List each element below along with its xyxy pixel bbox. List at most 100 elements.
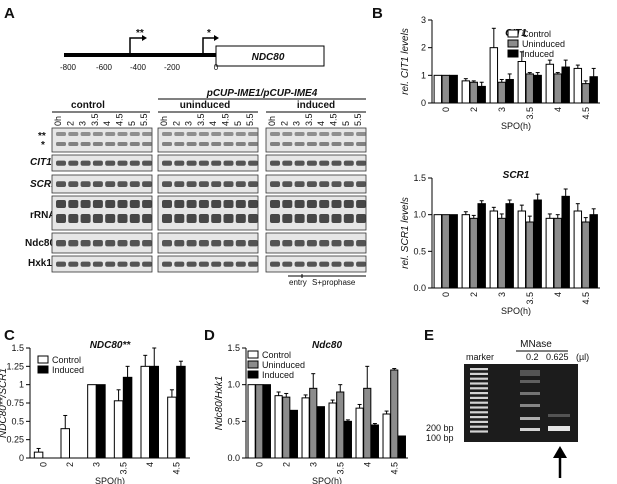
blot-band xyxy=(294,142,305,146)
chart-b1: CIT10123rel. CIT1 levels0233.544.5SPO(h)… xyxy=(400,15,600,131)
blot-band xyxy=(331,240,342,247)
blot-band xyxy=(92,200,103,208)
bar xyxy=(449,214,458,289)
blot-band xyxy=(248,142,259,146)
blot-band xyxy=(248,200,259,208)
blot-band xyxy=(68,240,79,247)
blot-band xyxy=(198,132,209,136)
blot-band xyxy=(80,181,91,188)
mnase-band xyxy=(548,426,570,431)
marker-band xyxy=(470,377,488,380)
blot-band xyxy=(186,200,197,208)
bar xyxy=(589,214,598,289)
blot-band xyxy=(92,181,103,188)
blot-band xyxy=(282,214,293,223)
x-tick-label: 0 xyxy=(38,462,48,467)
y-axis-label: rel. CIT1 levels xyxy=(400,28,411,95)
y-tick-label: 1 xyxy=(19,380,24,390)
lane-label: 4.5 xyxy=(115,113,125,126)
blot-band xyxy=(105,160,116,166)
gel-bands xyxy=(470,368,570,433)
y-axis-label: Ndc80/Hxk1 xyxy=(214,376,225,430)
bar xyxy=(96,384,106,459)
blot-band xyxy=(282,142,293,146)
blot-band xyxy=(129,261,140,267)
blot-band xyxy=(343,261,354,267)
up-arrow-icon xyxy=(553,446,567,458)
y-tick-label: 0 xyxy=(19,453,24,463)
blot-band xyxy=(223,214,234,223)
blot-band xyxy=(174,160,185,166)
blot-band xyxy=(174,200,185,208)
y-axis-label: rel. SCR1 levels xyxy=(400,197,411,269)
legend-swatch xyxy=(507,49,519,58)
blot-band xyxy=(142,214,153,223)
marker-band xyxy=(470,382,488,385)
blot-band xyxy=(129,142,140,146)
blot-band xyxy=(105,181,116,188)
blot-band xyxy=(270,261,280,267)
blot-band xyxy=(211,200,222,208)
blot-band xyxy=(248,132,259,136)
blot-band xyxy=(186,142,197,146)
blot-box xyxy=(157,127,259,153)
blot-band xyxy=(105,261,116,267)
blot-band xyxy=(331,261,342,267)
chart-c: NDC80** 0 0.25 0.5 0.75 1 1.25 1.5 NDC80**/SCR1 0… xyxy=(0,340,190,484)
blot-band xyxy=(211,261,222,267)
blot-band xyxy=(129,214,140,223)
blot-band xyxy=(343,181,354,188)
mnase-smear xyxy=(520,370,540,376)
blot-band xyxy=(56,132,66,136)
bar xyxy=(262,384,271,459)
lane-label: 5 xyxy=(233,121,243,126)
blot-band xyxy=(198,200,209,208)
bar xyxy=(497,81,506,104)
x-tick-label: 0 xyxy=(255,462,265,467)
tss-long-arrowhead-icon xyxy=(142,35,147,41)
row-label-scr1: SCR1 xyxy=(30,179,57,190)
blot-band xyxy=(356,200,367,208)
blot-band xyxy=(331,181,342,188)
blot-band xyxy=(223,142,234,146)
blot-band xyxy=(331,214,342,223)
blot-band xyxy=(319,132,330,136)
blot-band xyxy=(270,160,280,166)
blot-band xyxy=(80,261,91,267)
row-label-hxk1: Hxk1 xyxy=(28,258,52,269)
blot-band xyxy=(294,240,305,247)
bar xyxy=(316,406,325,459)
blot-band xyxy=(270,240,280,247)
chart-b2: SCR1 0.0 0.5 1.0 1.5 rel. SCR1 levels 0 2 3 3.5 4 4… xyxy=(400,170,600,316)
y-tick-label: 0.25 xyxy=(6,435,24,445)
blot-band xyxy=(319,240,330,247)
blot-band xyxy=(282,132,293,136)
blot-band xyxy=(68,181,79,188)
blot-band xyxy=(331,160,342,166)
y-tick-label: 1.5 xyxy=(227,343,240,353)
chart-d: Ndc80 0.0 0.5 1.0 1.5 Ndc80/Hxk1 0 2 3 3.5 4 4.5 SPO… xyxy=(214,340,408,484)
x-tick-label: 3 xyxy=(497,107,507,112)
bar xyxy=(449,74,458,104)
bar xyxy=(461,80,471,104)
blot-band xyxy=(211,132,222,136)
blot-band xyxy=(270,142,280,146)
blot-band xyxy=(235,132,246,136)
bar xyxy=(140,365,150,459)
marker-band xyxy=(470,372,488,375)
blot-band xyxy=(306,142,317,146)
blot-band xyxy=(68,142,79,146)
blot-band xyxy=(235,160,246,166)
y-axis-label: NDC80**/SCR1 xyxy=(0,368,9,438)
blot-band xyxy=(211,240,222,247)
bar xyxy=(517,61,527,104)
panel-a-label: A xyxy=(4,5,15,22)
blot-band xyxy=(80,132,91,136)
bar xyxy=(390,369,399,459)
bar xyxy=(149,365,159,459)
y-tick-label: 1.25 xyxy=(6,361,24,371)
blot-band xyxy=(294,181,305,188)
row-label-cit1: CIT1 xyxy=(30,157,52,168)
blot-band xyxy=(129,160,140,166)
unit-label: (µl) xyxy=(576,352,589,362)
